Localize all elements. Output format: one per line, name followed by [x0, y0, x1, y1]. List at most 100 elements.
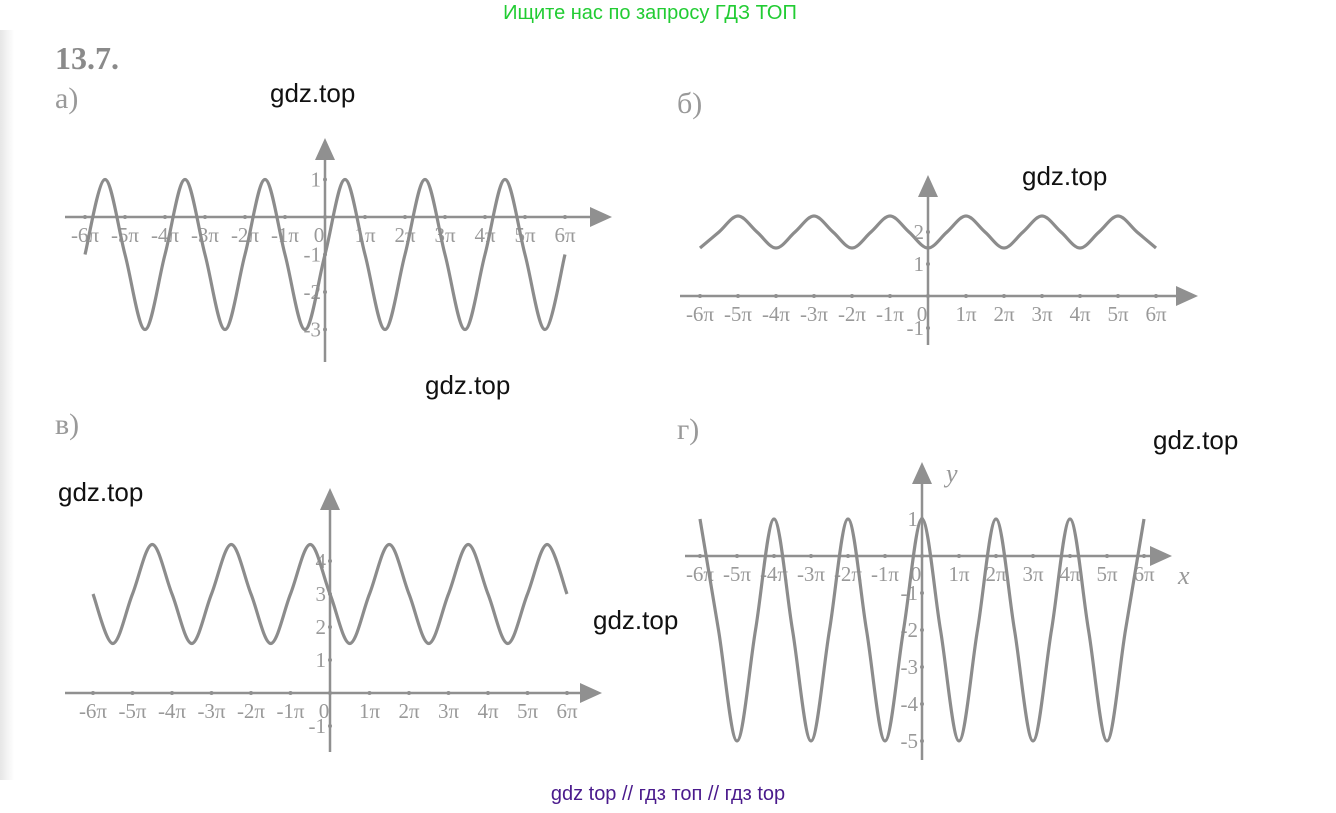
x-tick [1068, 554, 1072, 558]
x-tick-label: 0 [911, 562, 922, 586]
x-tick-label: 6π [556, 699, 578, 723]
watermark: gdz.top [1153, 425, 1239, 455]
x-tick-label: -6π [71, 223, 99, 247]
y-tick-label: -5 [901, 729, 919, 753]
x-tick-label: -5π [118, 699, 146, 723]
x-tick [209, 691, 214, 695]
watermark: gdz.top [58, 477, 144, 507]
x-tick [698, 554, 702, 558]
x-tick [367, 691, 372, 695]
y-tick-label: -3 [901, 655, 919, 679]
x-tick [883, 554, 887, 558]
y-tick [323, 327, 327, 332]
x-tick [525, 691, 530, 695]
function-curve [698, 214, 1158, 250]
y-tick [926, 262, 930, 266]
x-tick [850, 294, 854, 298]
x-tick-label: -3π [800, 302, 828, 326]
x-tick [1105, 554, 1109, 558]
x-tick-label: -4π [151, 223, 179, 247]
scan-edge-shadow [0, 30, 14, 780]
function-curve [83, 177, 567, 332]
y-tick-label: 1 [914, 252, 925, 276]
x-tick [1142, 554, 1146, 558]
x-axis-arrow [580, 683, 602, 703]
part-label-g: г) [677, 413, 700, 446]
x-tick-label: 0 [917, 302, 928, 326]
x-tick-label: -2π [237, 699, 265, 723]
watermark: gdz.top [593, 605, 679, 635]
plot-1: -6π -5π -4π -3π -2π -1π 0 1π 2π 3π 4π 5π 6π 2 1 -1 [680, 175, 1198, 345]
x-tick [1116, 294, 1120, 298]
x-tick [170, 691, 174, 695]
y-tick-label: -4 [901, 692, 919, 716]
x-tick-label: 3π [438, 699, 460, 723]
x-tick-label: -1π [876, 302, 904, 326]
y-axis-arrow [912, 462, 932, 484]
y-tick [920, 628, 924, 632]
y-tick-label: 1 [908, 507, 919, 531]
y-axis-label: y [943, 459, 958, 488]
x-tick [994, 554, 998, 558]
x-tick-label: 1π [359, 699, 381, 723]
x-tick-label: -2π [231, 223, 259, 247]
x-tick-label: 1π [955, 302, 977, 326]
x-tick [446, 691, 451, 695]
x-tick [846, 554, 850, 558]
x-tick-label: -1π [276, 699, 304, 723]
x-tick-label: 4π [1069, 302, 1091, 326]
x-tick-label: 3π [1031, 302, 1053, 326]
x-tick-label: 1π [948, 562, 970, 586]
y-tick [926, 326, 930, 330]
x-tick [809, 554, 813, 558]
x-tick [243, 215, 247, 219]
x-tick-label: 5π [517, 699, 539, 723]
x-tick [163, 215, 167, 219]
x-tick [123, 215, 127, 219]
x-tick [523, 215, 527, 219]
part-label-v: в) [55, 408, 80, 441]
x-tick [407, 691, 411, 695]
x-tick [443, 215, 447, 219]
y-tick-label: 2 [914, 220, 925, 244]
problem-number: 13.7. [55, 40, 119, 76]
x-tick [486, 691, 490, 695]
x-tick [565, 691, 569, 695]
x-tick [130, 691, 135, 695]
x-tick [249, 691, 253, 695]
x-tick-label: 2π [398, 699, 420, 723]
x-tick-label: -6π [686, 302, 714, 326]
x-tick-label: 2π [993, 302, 1015, 326]
y-tick [920, 591, 924, 595]
x-tick-label: 0 [319, 699, 330, 723]
x-tick [203, 215, 207, 219]
x-tick-label: -4π [762, 302, 790, 326]
y-axis-arrow [315, 138, 335, 160]
x-tick [1078, 294, 1082, 298]
x-tick-label: 2π [985, 562, 1007, 586]
footer-links: gdz top // гдз топ // гдз top [550, 783, 786, 805]
y-tick [328, 559, 332, 563]
x-tick [920, 554, 924, 558]
y-axis-arrow [320, 488, 340, 510]
y-tick [920, 665, 924, 669]
x-tick-label: -5π [111, 223, 139, 247]
y-tick [920, 702, 924, 706]
x-tick [1154, 294, 1158, 298]
x-tick [772, 554, 776, 558]
y-tick [323, 177, 327, 182]
function-curve [698, 517, 1146, 743]
x-tick-label: 3π [1022, 562, 1044, 586]
y-tick-label: 2 [316, 615, 327, 639]
x-tick-label: 4π [477, 699, 499, 723]
x-tick-label: -3π [797, 562, 825, 586]
plot-3: -6π -5π -4π -3π -2π -1π 0 1π 2π 3π 4π 5π 6π1-1-2-3-4… [685, 459, 1190, 760]
y-axis-arrow [918, 175, 938, 197]
watermark: gdz.top [1022, 161, 1108, 191]
x-tick [812, 294, 816, 298]
x-tick-label: -5π [723, 562, 751, 586]
promo-banner: Ищите нас по запросу ГДЗ ТОП [503, 2, 797, 24]
x-tick-label: 0 [314, 223, 325, 247]
x-tick [774, 294, 778, 298]
